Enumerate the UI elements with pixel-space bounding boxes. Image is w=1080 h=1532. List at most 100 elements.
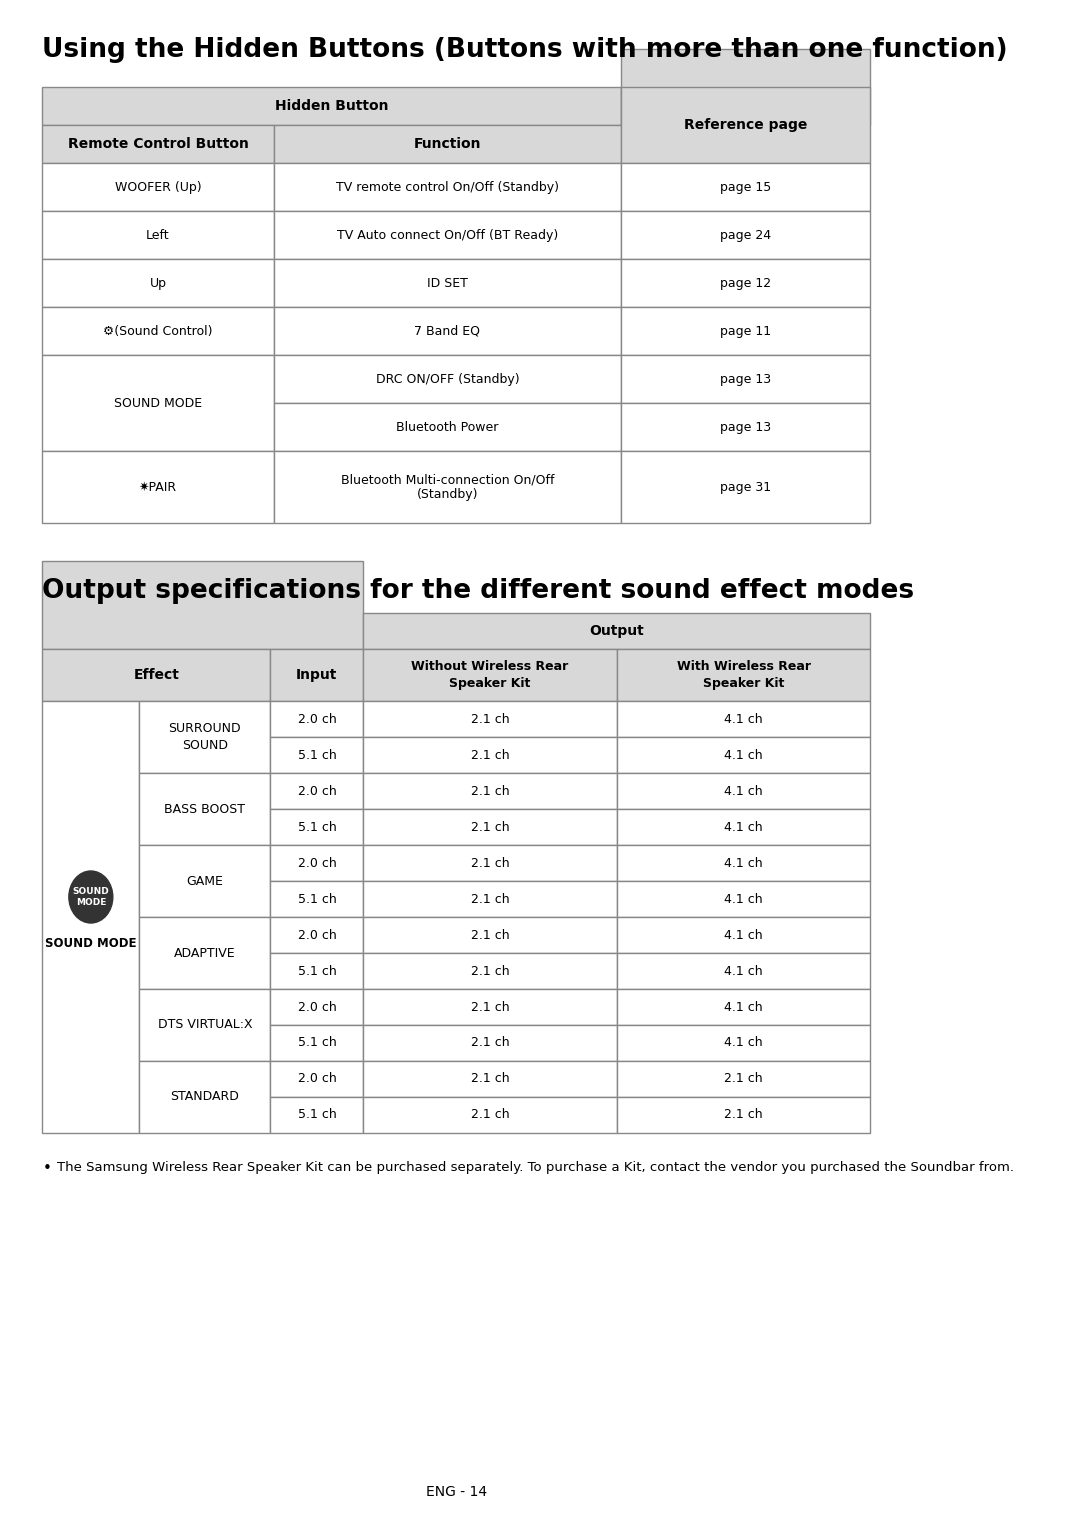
Text: 2.1 ch: 2.1 ch xyxy=(471,856,510,870)
Text: DRC ON/OFF (Standby): DRC ON/OFF (Standby) xyxy=(376,372,519,386)
Text: 2.0 ch: 2.0 ch xyxy=(297,784,336,798)
Bar xyxy=(363,774,617,809)
Text: ✷PAIR: ✷PAIR xyxy=(139,481,177,493)
Text: 2.1 ch: 2.1 ch xyxy=(471,1000,510,1014)
Text: 2.1 ch: 2.1 ch xyxy=(725,1072,762,1086)
Text: 2.1 ch: 2.1 ch xyxy=(471,784,510,798)
Bar xyxy=(139,918,270,990)
Text: 4.1 ch: 4.1 ch xyxy=(725,749,762,761)
Text: 4.1 ch: 4.1 ch xyxy=(725,1037,762,1049)
Bar xyxy=(270,650,363,702)
Text: 4.1 ch: 4.1 ch xyxy=(725,856,762,870)
Text: Bluetooth Power: Bluetooth Power xyxy=(396,420,499,434)
Bar xyxy=(139,1062,270,1134)
Bar xyxy=(42,306,274,355)
Bar xyxy=(274,403,621,450)
Text: ⚙(Sound Control): ⚙(Sound Control) xyxy=(104,325,213,337)
Text: page 31: page 31 xyxy=(720,481,771,493)
Bar xyxy=(363,809,617,846)
Bar xyxy=(274,162,621,211)
Text: 2.0 ch: 2.0 ch xyxy=(297,1072,336,1086)
Text: 2.1 ch: 2.1 ch xyxy=(725,1109,762,1121)
Text: Hidden Button: Hidden Button xyxy=(275,100,389,113)
Text: Left: Left xyxy=(146,228,170,242)
Text: Output: Output xyxy=(590,624,645,637)
Bar xyxy=(270,1025,363,1062)
Bar xyxy=(270,881,363,918)
Text: 4.1 ch: 4.1 ch xyxy=(725,784,762,798)
Text: page 24: page 24 xyxy=(720,228,771,242)
Text: BASS BOOST: BASS BOOST xyxy=(164,803,245,815)
Bar xyxy=(270,990,363,1025)
Bar xyxy=(270,1097,363,1134)
Bar xyxy=(617,1062,870,1097)
Text: STANDARD: STANDARD xyxy=(171,1091,240,1103)
Text: 2.1 ch: 2.1 ch xyxy=(471,928,510,942)
Text: 2.0 ch: 2.0 ch xyxy=(297,928,336,942)
Text: page 13: page 13 xyxy=(720,420,771,434)
Bar xyxy=(42,211,274,259)
Text: With Wireless Rear
Speaker Kit: With Wireless Rear Speaker Kit xyxy=(677,660,811,689)
Bar xyxy=(270,809,363,846)
Text: 2.0 ch: 2.0 ch xyxy=(297,1000,336,1014)
Text: Without Wireless Rear
Speaker Kit: Without Wireless Rear Speaker Kit xyxy=(411,660,569,689)
Text: page 13: page 13 xyxy=(720,372,771,386)
Bar xyxy=(139,846,270,918)
Bar xyxy=(363,613,870,650)
Bar xyxy=(270,846,363,881)
Text: 4.1 ch: 4.1 ch xyxy=(725,965,762,977)
Bar xyxy=(617,990,870,1025)
Bar xyxy=(139,990,270,1062)
Text: 4.1 ch: 4.1 ch xyxy=(725,712,762,726)
Text: Output specifications for the different sound effect modes: Output specifications for the different … xyxy=(42,578,915,604)
Bar xyxy=(617,650,870,702)
Bar xyxy=(617,881,870,918)
Text: Function: Function xyxy=(414,136,482,152)
Bar xyxy=(42,162,274,211)
Bar xyxy=(274,450,621,522)
Text: 2.0 ch: 2.0 ch xyxy=(297,712,336,726)
Bar xyxy=(363,990,617,1025)
Text: 4.1 ch: 4.1 ch xyxy=(725,893,762,905)
Text: Remote Control Button: Remote Control Button xyxy=(68,136,248,152)
Bar xyxy=(363,953,617,990)
Bar xyxy=(363,1025,617,1062)
Text: 4.1 ch: 4.1 ch xyxy=(725,1000,762,1014)
Bar xyxy=(42,355,274,450)
Text: 2.0 ch: 2.0 ch xyxy=(297,856,336,870)
Bar xyxy=(621,450,870,522)
Bar xyxy=(139,702,270,774)
Text: 4.1 ch: 4.1 ch xyxy=(725,821,762,833)
Text: Effect: Effect xyxy=(134,668,179,682)
Bar xyxy=(363,737,617,774)
Bar xyxy=(363,846,617,881)
Text: 5.1 ch: 5.1 ch xyxy=(297,1037,336,1049)
Text: ENG - 14: ENG - 14 xyxy=(426,1485,487,1498)
Bar xyxy=(270,737,363,774)
Text: 2.1 ch: 2.1 ch xyxy=(471,893,510,905)
Text: SOUND
MODE: SOUND MODE xyxy=(72,887,109,907)
Bar xyxy=(363,1097,617,1134)
Text: 7 Band EQ: 7 Band EQ xyxy=(415,325,481,337)
Bar xyxy=(363,650,617,702)
Bar xyxy=(617,809,870,846)
Text: 5.1 ch: 5.1 ch xyxy=(297,965,336,977)
Text: 2.1 ch: 2.1 ch xyxy=(471,1109,510,1121)
Text: SOUND MODE: SOUND MODE xyxy=(45,938,136,950)
Circle shape xyxy=(69,872,112,922)
Bar xyxy=(139,774,270,846)
Text: 5.1 ch: 5.1 ch xyxy=(297,749,336,761)
Bar xyxy=(270,918,363,953)
Bar xyxy=(42,702,139,1134)
Text: 5.1 ch: 5.1 ch xyxy=(297,893,336,905)
Text: 2.1 ch: 2.1 ch xyxy=(471,712,510,726)
Text: page 15: page 15 xyxy=(720,181,771,193)
Text: •: • xyxy=(42,1161,51,1177)
Bar xyxy=(621,211,870,259)
Bar xyxy=(621,162,870,211)
Bar xyxy=(270,702,363,737)
Bar xyxy=(42,259,274,306)
Bar xyxy=(621,306,870,355)
Bar xyxy=(270,953,363,990)
Text: page 12: page 12 xyxy=(720,276,771,290)
